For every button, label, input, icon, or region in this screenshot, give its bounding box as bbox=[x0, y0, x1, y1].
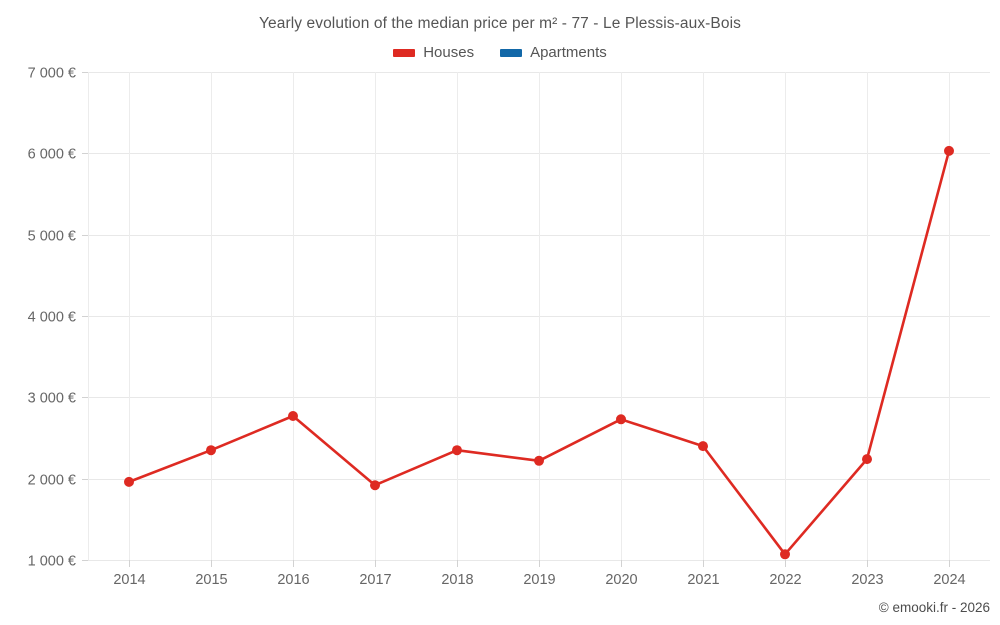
y-axis-tickmarks bbox=[82, 72, 88, 561]
data-point[interactable] bbox=[862, 454, 872, 465]
legend-item-houses[interactable]: Houses bbox=[393, 44, 474, 61]
y-axis-labels: 1 000 € 2 000 € 3 000 € 4 000 € 5 000 € 6 000… bbox=[28, 66, 76, 570]
x-tick-label: 2014 bbox=[113, 572, 145, 588]
x-tick-label: 2017 bbox=[359, 572, 391, 588]
legend-swatch-apartments bbox=[500, 48, 523, 57]
legend-label-houses: Houses bbox=[423, 44, 475, 61]
vertical-gridlines bbox=[88, 72, 950, 560]
data-point[interactable] bbox=[370, 480, 380, 491]
x-tick-label: 2023 bbox=[851, 572, 883, 588]
data-point[interactable] bbox=[288, 411, 298, 421]
x-tick-label: 2018 bbox=[441, 572, 473, 588]
data-point[interactable] bbox=[452, 445, 462, 456]
data-point[interactable] bbox=[944, 145, 954, 156]
x-tick-label: 2020 bbox=[605, 572, 637, 588]
data-point[interactable] bbox=[124, 476, 134, 487]
data-point[interactable] bbox=[534, 455, 544, 466]
y-tick-label: 6 000 € bbox=[28, 147, 76, 163]
x-tick-label: 2019 bbox=[523, 572, 555, 588]
y-tick-label: 2 000 € bbox=[28, 473, 76, 489]
x-tick-label: 2015 bbox=[195, 572, 227, 588]
x-axis-labels: 2014 2015 2016 2017 2018 2019 2020 2021 2022 2023… bbox=[113, 572, 965, 588]
x-tick-label: 2022 bbox=[769, 572, 801, 588]
legend-item-apartments[interactable]: Apartments bbox=[500, 44, 607, 61]
x-tick-label: 2024 bbox=[933, 572, 965, 588]
x-tick-label: 2016 bbox=[277, 572, 309, 588]
y-tick-label: 3 000 € bbox=[28, 391, 76, 407]
legend-label-apartments: Apartments bbox=[530, 44, 607, 61]
y-tick-label: 7 000 € bbox=[28, 66, 76, 82]
x-tick-label: 2021 bbox=[687, 572, 719, 588]
x-axis-tickmarks bbox=[129, 560, 950, 567]
data-point[interactable] bbox=[206, 445, 216, 456]
y-tick-label: 4 000 € bbox=[28, 310, 76, 326]
footer-credit: © emooki.fr - 2026 bbox=[878, 600, 990, 615]
data-point[interactable] bbox=[698, 441, 708, 452]
data-series-group bbox=[124, 145, 954, 560]
chart-legend: Houses Apartments bbox=[0, 44, 1000, 61]
y-tick-label: 1 000 € bbox=[28, 554, 76, 570]
chart-title: Yearly evolution of the median price per… bbox=[259, 15, 741, 32]
legend-swatch-houses bbox=[393, 48, 416, 57]
data-point[interactable] bbox=[780, 549, 790, 560]
y-tick-label: 5 000 € bbox=[28, 229, 76, 245]
data-point[interactable] bbox=[616, 414, 626, 425]
